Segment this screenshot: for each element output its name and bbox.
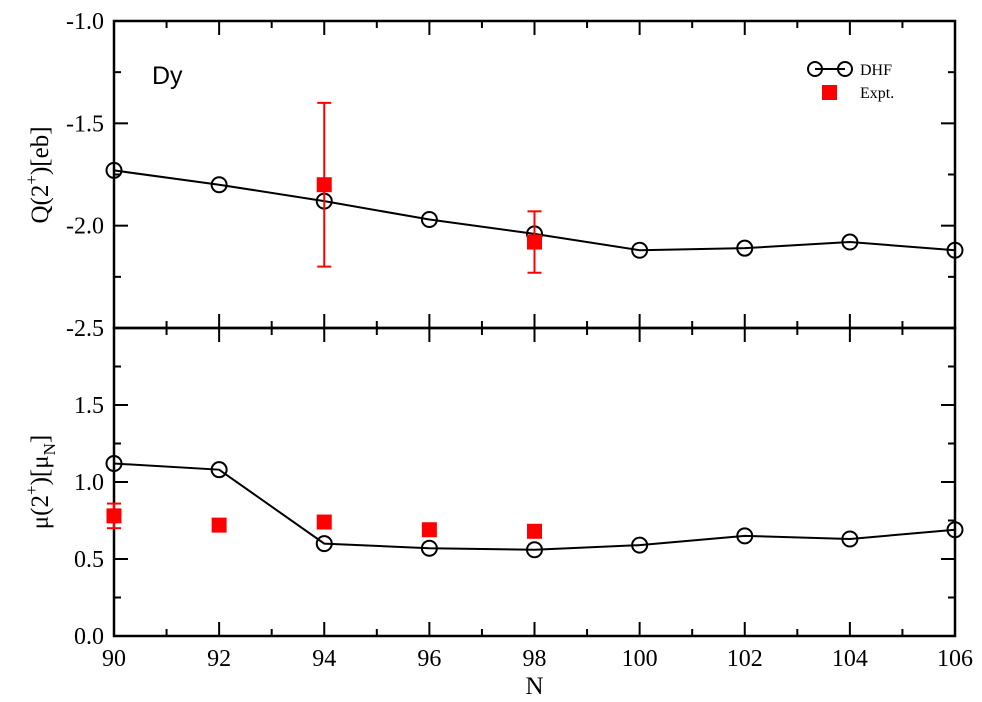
dhf-point	[105, 455, 123, 473]
dhf-point	[736, 239, 754, 257]
expt-point	[421, 522, 437, 538]
x-tick-label: 98	[523, 646, 547, 672]
dhf-point	[841, 233, 859, 251]
expt-point	[316, 177, 332, 193]
y-axis-title-part: +	[22, 175, 41, 185]
y-axis-title-top: Q(2+)[eb]	[22, 126, 54, 223]
y-axis-title-part: ]	[27, 435, 54, 443]
y-tick-label: 1.0	[74, 470, 104, 496]
y-axis-title-part: )[eb]	[27, 126, 54, 175]
dhf-point	[946, 241, 964, 259]
x-tick-label: 92	[207, 646, 231, 672]
y-tick-label: -1.0	[66, 9, 104, 35]
dhf-point	[420, 211, 438, 229]
panel-1: 0.0 0.5 1.0 1.5	[74, 326, 964, 650]
expt-point	[106, 508, 122, 524]
panel-0: -1.0 -1.5 -2.0 -2.5	[66, 9, 964, 342]
plot-frame	[112, 326, 957, 638]
legend-dhf-marker	[807, 61, 823, 77]
x-tick-label: 96	[417, 646, 441, 672]
y-tick-label: -2.0	[66, 214, 104, 240]
y-tick-label: -1.5	[66, 111, 104, 137]
y-axis-title-bottom: μ(2+)[μN]	[22, 435, 59, 530]
legend-expt-marker	[822, 85, 837, 100]
dhf-point	[420, 539, 438, 557]
x-tick-label: 100	[622, 646, 658, 672]
y-axis-title-part: Q(2	[27, 185, 54, 224]
y-tick-label: 0.0	[74, 624, 104, 650]
dhf-point	[105, 161, 123, 179]
x-tick-label: 90	[102, 646, 126, 672]
y-tick-label: -2.5	[66, 316, 104, 342]
expt-point	[211, 517, 227, 533]
dhf-point	[526, 541, 543, 559]
expt-point	[527, 523, 542, 539]
x-axis-title: N	[525, 673, 543, 700]
expt-point	[527, 234, 542, 250]
dhf-point	[841, 530, 859, 548]
x-tick-label: 94	[312, 646, 336, 672]
y-axis-title-part: +	[22, 485, 41, 495]
plot-frame	[112, 19, 957, 330]
legend-label-expt: Expt.	[860, 85, 894, 102]
dhf-point	[210, 176, 228, 194]
panel-label: Dy	[152, 62, 183, 90]
y-tick-label: 0.5	[74, 547, 104, 573]
x-tick-label: 102	[727, 646, 763, 672]
dhf-point	[946, 521, 964, 539]
y-axis-title-part: N	[40, 443, 59, 455]
legend-label-dhf: DHF	[860, 62, 892, 79]
y-axis-title-part: μ(2	[27, 495, 54, 529]
y-tick-label: 1.5	[74, 393, 104, 419]
x-tick-label: 106	[937, 646, 973, 672]
y-axis-title-part: )[μ	[27, 455, 54, 485]
expt-point	[316, 514, 332, 530]
dhf-point	[736, 527, 754, 545]
legend-dhf-marker	[837, 61, 853, 77]
dhf-point	[631, 536, 649, 554]
legend: DHF Expt.	[807, 61, 894, 102]
dhf-point	[210, 461, 228, 479]
dhf-point	[315, 535, 333, 553]
x-tick-label: 104	[832, 646, 868, 672]
dhf-line	[113, 462, 956, 551]
dhf-point	[631, 241, 649, 259]
